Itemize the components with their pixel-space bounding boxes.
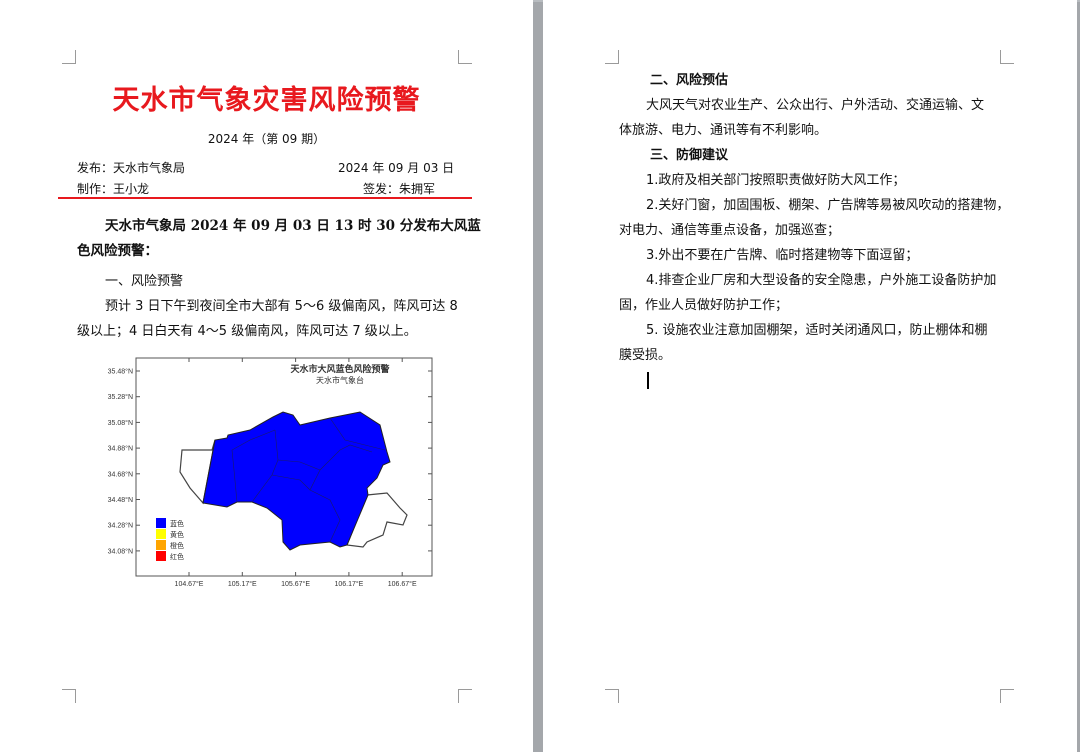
- warning-map: 天水市大风蓝色风险预警 天水市气象台 35.48°N 35.28°N 35.08°N…: [108, 357, 433, 588]
- document-page-2[interactable]: 二、风险预估 大风天气对农业生产、公众出行、户外活动、交通运输、文 体旅游、电力…: [543, 0, 1077, 752]
- x-tick-label: 105.17°E: [228, 580, 257, 588]
- advice-item: 膜受损。: [619, 348, 672, 363]
- y-tick-label: 35.28°N: [108, 393, 133, 401]
- map-subtitle: 天水市气象台: [316, 375, 364, 385]
- author: 制作：王小龙: [77, 182, 150, 196]
- publisher: 发布：天水市气象局: [77, 161, 186, 175]
- y-tick-label: 34.88°N: [108, 445, 133, 453]
- county-borders: [231, 417, 386, 543]
- legend-label: 红色: [170, 552, 184, 561]
- advice-item: 固，作业人员做好防护工作；: [619, 298, 789, 313]
- lead-text: 天水市气象局 2024 年 09 月 03 日 13 时 30 分发布大风蓝: [105, 218, 481, 234]
- red-divider: [58, 197, 472, 199]
- section-heading: 一、风险预警: [105, 274, 184, 289]
- x-tick-label: 105.67°E: [281, 580, 310, 588]
- window-top-border: [0, 0, 1080, 2]
- legend-swatch: [156, 551, 166, 561]
- lead-text: 色风险预警：: [77, 243, 158, 259]
- issue-number: 2024 年（第 09 期）: [207, 132, 326, 146]
- crop-mark: [1000, 50, 1014, 64]
- x-tick-label: 106.17°E: [334, 580, 363, 588]
- map-region-blue-warning: [202, 411, 391, 551]
- legend-label: 蓝色: [170, 519, 184, 528]
- paragraph: 级以上；4 日白天有 4～5 级偏南风，阵风可达 7 级以上。: [77, 324, 417, 339]
- advice-item: 1.政府及相关部门按照职责做好防大风工作；: [646, 173, 906, 188]
- y-tick-label: 34.08°N: [108, 547, 133, 555]
- issue-date: 2024 年 09 月 03 日: [338, 161, 455, 175]
- crop-mark: [458, 50, 472, 64]
- map-title: 天水市大风蓝色风险预警: [290, 363, 389, 375]
- crop-mark: [62, 689, 76, 703]
- advice-item: 4.排查企业厂房和大型设备的安全隐患，户外施工设备防护加: [646, 273, 997, 288]
- y-tick-label: 34.68°N: [108, 470, 133, 478]
- y-tick-label: 34.28°N: [108, 522, 133, 530]
- y-tick-label: 35.08°N: [108, 419, 133, 427]
- map-region-unaffected: [346, 492, 408, 548]
- x-tick-label: 106.67°E: [388, 580, 417, 588]
- legend-swatch: [156, 518, 166, 528]
- x-tick-label: 104.67°E: [175, 580, 204, 588]
- signer: 签发：朱拥军: [363, 182, 436, 196]
- crop-mark: [605, 50, 619, 64]
- section-heading: 三、防御建议: [650, 148, 729, 163]
- crop-mark: [62, 50, 76, 64]
- y-tick-label: 34.48°N: [108, 496, 133, 504]
- legend-swatch: [156, 529, 166, 539]
- crop-mark: [1000, 689, 1014, 703]
- legend-swatch: [156, 540, 166, 550]
- paragraph: 体旅游、电力、通讯等有不利影响。: [619, 123, 828, 138]
- document-page-1[interactable]: 天水市气象灾害风险预警 2024 年（第 09 期） 发布：天水市气象局 202…: [0, 0, 533, 752]
- crop-mark: [458, 689, 472, 703]
- advice-item: 3.外出不要在广告牌、临时搭建物等下面逗留；: [646, 248, 919, 263]
- advice-item: 2.关好门窗，加固围板、棚架、广告牌等易被风吹动的搭建物，: [646, 198, 1010, 213]
- advice-item: 对电力、通信等重点设备，加强巡查；: [619, 223, 841, 238]
- crop-mark: [605, 689, 619, 703]
- paragraph: 大风天气对农业生产、公众出行、户外活动、交通运输、文: [646, 98, 985, 113]
- y-tick-label: 35.48°N: [108, 368, 133, 376]
- section-heading: 二、风险预估: [650, 73, 729, 88]
- legend-label: 黄色: [170, 530, 184, 539]
- legend-label: 橙色: [170, 541, 184, 550]
- advice-item: 5. 设施农业注意加固棚架，适时关闭通风口，防止棚体和棚: [646, 323, 988, 338]
- text-cursor: [647, 372, 649, 389]
- document-title: 天水市气象灾害风险预警: [112, 85, 421, 116]
- paragraph: 预计 3 日下午到夜间全市大部有 5～6 级偏南风，阵风可达 8: [105, 299, 458, 314]
